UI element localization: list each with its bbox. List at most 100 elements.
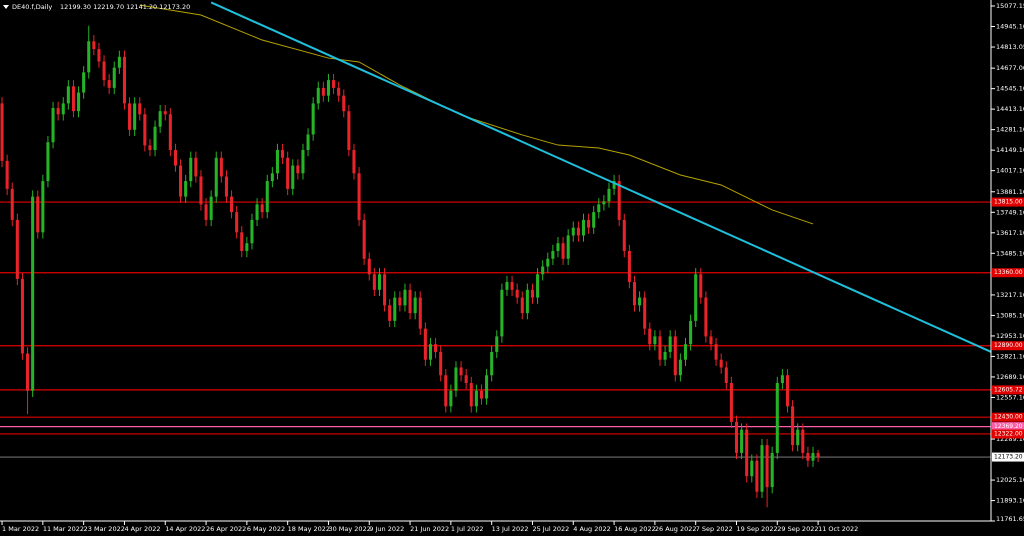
candle-body	[704, 297, 708, 337]
candle-body	[163, 111, 167, 115]
candle-body	[632, 282, 637, 306]
candle-body	[235, 212, 239, 233]
candle-body	[464, 375, 468, 384]
candle-body	[388, 305, 392, 321]
x-tick-label: 18 May 2022	[288, 525, 330, 533]
candle-body	[607, 188, 611, 202]
y-tick-label: 11893.10	[996, 497, 1024, 505]
x-tick-label: 19 Sep 2022	[736, 525, 777, 533]
candle-body	[622, 219, 626, 251]
candle-body	[214, 157, 218, 197]
candle-body	[393, 297, 397, 321]
y-tick-label: 15077.15	[996, 2, 1024, 10]
level-label-box	[992, 422, 1024, 432]
candle-body	[153, 126, 157, 151]
candle-body	[357, 173, 361, 220]
candle-body	[689, 320, 693, 345]
x-tick-label: 30 May 2022	[328, 525, 370, 533]
x-tick-label: 7 Sep 2022	[696, 525, 733, 533]
candle-body	[189, 157, 193, 182]
candle-body	[546, 258, 550, 267]
candle-body	[316, 87, 320, 104]
candle-body	[31, 196, 35, 391]
candle-body	[765, 445, 769, 488]
candle-body	[750, 460, 754, 477]
candle-body	[719, 359, 723, 368]
y-tick-label: 14281.10	[996, 126, 1024, 134]
x-tick-label: 13 Jul 2022	[492, 525, 529, 533]
symbol-menu-icon[interactable]	[3, 5, 9, 9]
y-tick-label: 14813.05	[996, 43, 1024, 51]
y-tick-label: 14945.10	[996, 23, 1024, 31]
candle-body	[133, 103, 137, 130]
candle-body	[332, 80, 336, 88]
candle-body	[658, 336, 662, 360]
candle-body	[755, 460, 759, 492]
level-label: 13815.00	[994, 199, 1023, 206]
y-tick-label: 13617.10	[996, 229, 1024, 237]
candle-body	[668, 336, 672, 352]
candle-body	[729, 383, 733, 422]
y-tick-label: 11761.65	[996, 515, 1024, 523]
candle-body	[536, 274, 540, 298]
candle-body	[643, 297, 647, 329]
candle-body	[811, 453, 815, 461]
candle-body	[791, 406, 795, 446]
candle-body	[678, 359, 682, 376]
ohlc-readout: 12199.30 12219.70 12141.20 12173.20	[60, 3, 190, 11]
candle-body	[301, 150, 305, 174]
level-label-box	[992, 341, 1024, 351]
candle-body	[286, 157, 290, 189]
candle-body	[694, 274, 698, 321]
x-tick-label: 11 Oct 2022	[818, 525, 858, 533]
candle-body	[209, 196, 213, 220]
candle-body	[617, 181, 621, 220]
candle-body	[541, 266, 545, 275]
candle-body	[627, 250, 631, 283]
candle-body	[71, 86, 75, 112]
y-tick-label: 12025.10	[996, 476, 1024, 484]
x-tick-label: 23 Mar 2022	[84, 525, 125, 533]
candle-body	[587, 219, 591, 228]
level-label: 12605.72	[994, 386, 1023, 393]
trendline	[210, 1, 991, 353]
candle-body	[362, 219, 366, 259]
candle-body	[240, 232, 244, 251]
candle-body	[638, 297, 642, 306]
candle-body	[699, 274, 703, 298]
y-tick-label: 14413.10	[996, 105, 1024, 113]
level-label-box	[992, 197, 1024, 207]
x-tick-label: 21 Jun 2022	[410, 525, 449, 533]
moving-average	[139, 4, 814, 225]
y-tick-label: 12953.10	[996, 332, 1024, 340]
candle-body	[296, 165, 300, 174]
candle-body	[403, 289, 407, 306]
candle-body	[321, 87, 325, 96]
x-tick-label: 29 Sep 2022	[777, 525, 818, 533]
candle-body	[77, 92, 81, 112]
candle-body	[801, 429, 805, 453]
candle-body	[561, 243, 565, 259]
candle-body	[112, 67, 116, 88]
candle-body	[5, 160, 9, 189]
candle-body	[179, 165, 183, 197]
candle-body	[418, 297, 422, 329]
candle-body	[306, 134, 310, 151]
candle-body	[102, 61, 106, 81]
candle-body	[265, 181, 269, 213]
candle-body	[250, 219, 254, 244]
candle-body	[36, 196, 40, 233]
candle-body	[204, 204, 208, 220]
plot-area	[0, 1, 991, 508]
candle-body	[709, 336, 713, 345]
candle-body	[663, 351, 667, 360]
candle-body	[291, 165, 295, 189]
candle-body	[372, 274, 376, 290]
candle-body	[230, 196, 234, 213]
candle-body	[219, 157, 223, 177]
candle-body	[576, 227, 580, 236]
candle-body	[245, 243, 249, 251]
candle-body	[597, 204, 601, 213]
candle-body	[770, 452, 774, 488]
